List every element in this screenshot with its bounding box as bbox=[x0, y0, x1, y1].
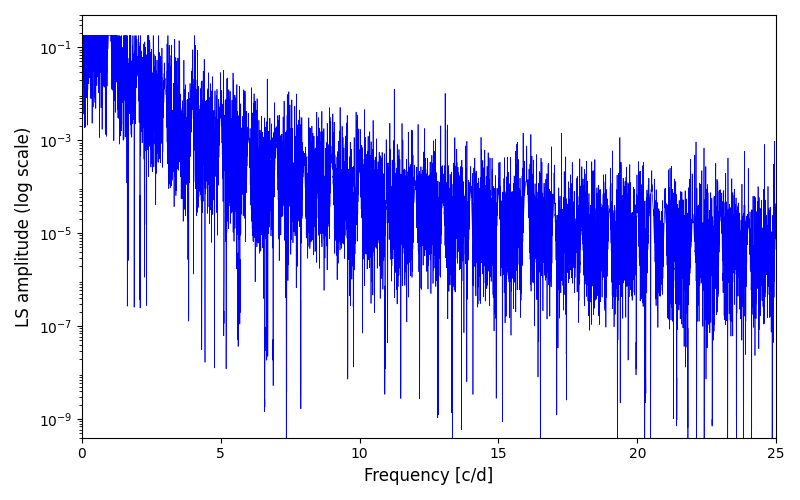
Y-axis label: LS amplitude (log scale): LS amplitude (log scale) bbox=[15, 126, 33, 326]
X-axis label: Frequency [c/d]: Frequency [c/d] bbox=[364, 467, 494, 485]
